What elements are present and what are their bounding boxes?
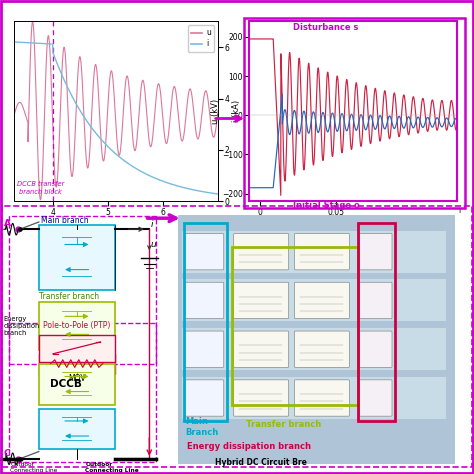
Text: DCCB: DCCB — [50, 379, 82, 389]
Text: i: i — [151, 220, 153, 229]
Text: Pole-to-Pole (PTP): Pole-to-Pole (PTP) — [43, 321, 110, 330]
Text: Main
Branch: Main Branch — [185, 418, 218, 437]
Text: Energy dissipation branch: Energy dissipation branch — [187, 442, 311, 451]
FancyBboxPatch shape — [359, 331, 392, 367]
Bar — [9, 216, 156, 364]
Bar — [39, 409, 115, 449]
Text: Hybrid DC Circuit Bre: Hybrid DC Circuit Bre — [215, 458, 307, 467]
FancyBboxPatch shape — [294, 380, 349, 416]
X-axis label: t (ms): t (ms) — [341, 218, 365, 227]
Bar — [9, 323, 156, 462]
Text: A: A — [4, 219, 11, 228]
Bar — [39, 225, 115, 290]
Text: T: T — [457, 209, 462, 214]
Bar — [39, 302, 115, 350]
FancyBboxPatch shape — [359, 283, 392, 319]
Text: Outdoor
Connecting Line: Outdoor Connecting Line — [10, 462, 58, 473]
Text: u: u — [151, 240, 156, 249]
FancyBboxPatch shape — [185, 283, 224, 319]
FancyBboxPatch shape — [234, 380, 289, 416]
Bar — [232, 247, 358, 405]
Bar — [182, 231, 446, 273]
Y-axis label: u (kV): u (kV) — [211, 99, 220, 124]
Bar — [39, 336, 115, 362]
Legend: u, i: u, i — [188, 25, 214, 52]
Y-axis label: i (kA): i (kA) — [232, 100, 241, 122]
FancyBboxPatch shape — [359, 234, 392, 270]
FancyBboxPatch shape — [234, 331, 289, 367]
Bar — [182, 377, 446, 419]
FancyBboxPatch shape — [185, 234, 224, 270]
Text: Transfer branch: Transfer branch — [246, 420, 322, 429]
Bar — [39, 364, 115, 405]
Text: Disturbance s: Disturbance s — [293, 23, 358, 32]
Bar — [184, 223, 227, 421]
FancyBboxPatch shape — [294, 234, 349, 270]
Text: Transfer branch: Transfer branch — [39, 292, 99, 301]
Text: Main branch: Main branch — [41, 216, 89, 225]
Bar — [182, 279, 446, 321]
Bar — [358, 223, 395, 421]
Text: Energy
dissipation
branch: Energy dissipation branch — [4, 316, 40, 336]
Bar — [182, 328, 446, 370]
FancyBboxPatch shape — [234, 234, 289, 270]
Text: C: C — [4, 449, 10, 458]
FancyBboxPatch shape — [359, 380, 392, 416]
Text: MOV: MOV — [68, 374, 86, 383]
Text: DCCB transfer
branch block: DCCB transfer branch block — [17, 182, 64, 195]
FancyBboxPatch shape — [294, 283, 349, 319]
Bar — [39, 354, 115, 374]
FancyBboxPatch shape — [294, 331, 349, 367]
FancyBboxPatch shape — [234, 283, 289, 319]
Bar — [178, 215, 455, 464]
FancyBboxPatch shape — [185, 380, 224, 416]
Text: Outdoor
Connecting Line: Outdoor Connecting Line — [85, 462, 139, 473]
FancyBboxPatch shape — [185, 331, 224, 367]
Text: Initial Stage o: Initial Stage o — [293, 201, 360, 210]
